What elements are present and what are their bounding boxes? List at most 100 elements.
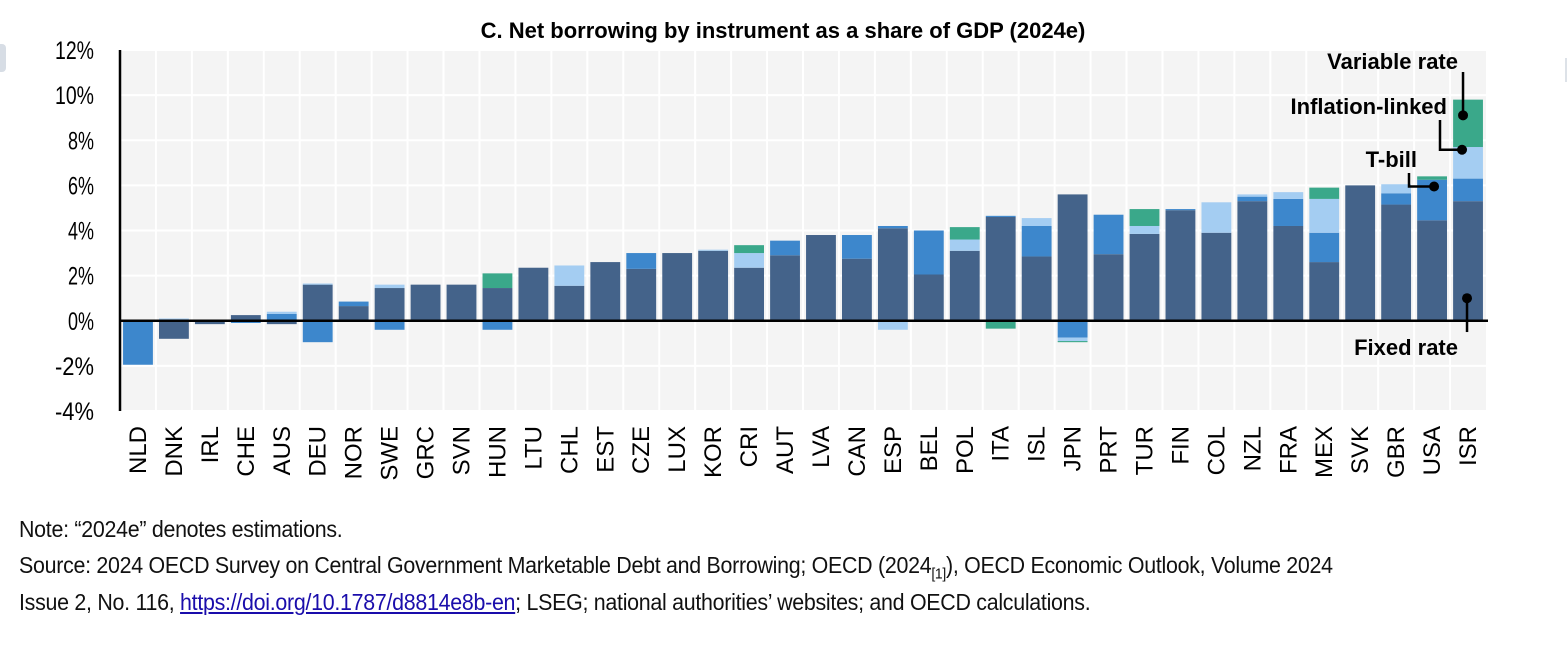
bar-segment-prt-t-bill (1093, 214, 1124, 255)
bar-segment-esp-t-bill (877, 225, 908, 229)
bar-segment-mex-t-bill (1309, 232, 1340, 263)
x-tick-label: AUT (772, 426, 799, 474)
bar-segment-svn-fixed-rate (446, 284, 477, 321)
bar-segment-usa-variable-rate (1417, 176, 1447, 180)
x-tick-label: IRL (197, 426, 224, 463)
bar-segment-lva-fixed-rate (806, 235, 836, 321)
annotation-dot (1462, 293, 1473, 304)
bar-segment-svk-fixed-rate (1345, 185, 1376, 321)
x-tick-label: MEX (1311, 426, 1338, 478)
axes (118, 50, 1488, 411)
bar-segment-aus-t-bill (266, 313, 297, 321)
annotation-dot (1457, 144, 1468, 155)
bar-segment-aut-fixed-rate (770, 255, 800, 321)
y-tick-label: 4% (68, 218, 94, 246)
y-tick-label: 0% (68, 308, 94, 336)
bar-segment-cri-fixed-rate (734, 267, 764, 321)
bar-segment-swe-t-bill (374, 320, 405, 330)
bar-segment-hun-variable-rate (482, 273, 513, 289)
source-text-a: Source: 2024 OECD Survey on Central Gove… (19, 552, 932, 578)
y-axis-ticks: -4% -2% 0% 2% 4% 6% 8% 10% 12% (55, 37, 94, 426)
bar-segment-swe-inflation-linked (374, 284, 405, 289)
x-tick-label: ESP (880, 426, 907, 474)
x-tick-label: EST (592, 426, 619, 473)
doi-link[interactable]: https://doi.org/10.1787/d8814e8b-en (180, 589, 516, 615)
bar-segment-fra-fixed-rate (1273, 225, 1304, 321)
source-text-c: Issue 2, No. 116, (19, 589, 181, 615)
bar-segment-nld-t-bill (123, 320, 153, 365)
x-tick-label: FIN (1167, 426, 1194, 465)
x-tick-label: USA (1419, 426, 1446, 475)
bar-segment-gbr-t-bill (1381, 193, 1412, 205)
bar-segment-lux-fixed-rate (662, 253, 693, 321)
stacked-bar-chart: C. Net borrowing by instrument as a shar… (55, 18, 1488, 481)
bar-segment-kor-fixed-rate (698, 250, 729, 321)
annotation-variable-rate: Variable rate (1327, 49, 1458, 74)
bar-segment-ita-fixed-rate (985, 216, 1016, 321)
bars (123, 99, 1483, 365)
x-tick-label: LTU (520, 426, 547, 470)
bar-segment-deu-fixed-rate (302, 284, 333, 321)
gridlines (120, 49, 1486, 412)
bar-segment-pol-variable-rate (949, 227, 980, 240)
bar-segment-isl-t-bill (1021, 225, 1052, 257)
bar-segment-chl-fixed-rate (554, 285, 585, 321)
bar-segment-swe-fixed-rate (374, 288, 405, 321)
bar-segment-nor-t-bill (338, 301, 369, 307)
x-tick-label: NZL (1239, 426, 1266, 471)
x-tick-label: HUN (484, 426, 511, 478)
bar-segment-isr-variable-rate (1453, 99, 1483, 148)
bar-segment-aut-t-bill (770, 240, 800, 256)
bar-segment-ita-variable-rate (985, 320, 1016, 329)
bar-segment-irl-fixed-rate (194, 320, 225, 325)
x-tick-label: GRC (413, 426, 440, 479)
bar-segment-cze-fixed-rate (626, 268, 657, 321)
source-line-2: Issue 2, No. 116, https://doi.org/10.178… (19, 589, 1091, 616)
bar-segment-col-fixed-rate (1201, 232, 1232, 321)
bar-segment-prt-fixed-rate (1093, 254, 1124, 321)
source-reference[interactable]: [1] (931, 565, 946, 583)
x-tick-label: SVN (449, 426, 476, 475)
bar-segment-dnk-fixed-rate (159, 320, 189, 339)
annotation-dot (1429, 181, 1440, 192)
bar-segment-grc-fixed-rate (410, 284, 441, 321)
note-line: Note: “2024e” denotes estimations. (19, 516, 343, 542)
annotations: Variable rate Inflation-linked T-bill Fixed… (1291, 49, 1473, 360)
x-tick-label: LUX (664, 426, 691, 473)
x-tick-label: CZE (628, 426, 655, 474)
bar-segment-tur-fixed-rate (1129, 233, 1160, 321)
x-tick-label: ISL (1024, 426, 1051, 462)
x-tick-label: ITA (988, 426, 1015, 462)
x-tick-label: COL (1203, 426, 1230, 475)
bar-segment-bel-t-bill (913, 230, 944, 275)
bar-segment-gbr-fixed-rate (1381, 204, 1412, 321)
bar-segment-jpn-fixed-rate (1057, 194, 1088, 321)
x-tick-label: GBR (1383, 426, 1410, 478)
y-tick-label: 8% (68, 127, 94, 155)
bar-segment-jpn-variable-rate (1057, 341, 1088, 343)
bar-segment-bel-fixed-rate (913, 274, 944, 321)
x-tick-label: CHE (233, 426, 260, 477)
x-tick-label: AUS (269, 426, 296, 475)
y-tick-label: -2% (55, 353, 94, 381)
x-tick-label: DEU (305, 426, 332, 477)
x-tick-label: SWE (377, 426, 404, 481)
x-tick-label: ISR (1455, 426, 1482, 466)
bar-segment-cze-t-bill (626, 253, 657, 269)
bar-segment-aus-fixed-rate (266, 320, 297, 325)
x-tick-label: SVK (1347, 426, 1374, 474)
x-tick-label: CRI (736, 426, 763, 467)
bar-segment-tur-variable-rate (1129, 209, 1160, 226)
bar-segment-deu-t-bill (302, 320, 333, 343)
x-tick-label: TUR (1132, 426, 1159, 475)
x-tick-label: PRT (1096, 426, 1123, 474)
annotation-leader (1407, 173, 1435, 188)
bar-segment-jpn-t-bill (1057, 320, 1088, 338)
bar-segment-gbr-inflation-linked (1381, 184, 1412, 194)
x-tick-label: KOR (700, 426, 727, 478)
bar-segment-usa-fixed-rate (1417, 220, 1447, 321)
bar-segment-cri-inflation-linked (734, 253, 764, 268)
y-tick-label: 2% (68, 263, 94, 291)
bar-segment-mex-inflation-linked (1309, 198, 1340, 233)
x-tick-label: DNK (161, 426, 188, 477)
